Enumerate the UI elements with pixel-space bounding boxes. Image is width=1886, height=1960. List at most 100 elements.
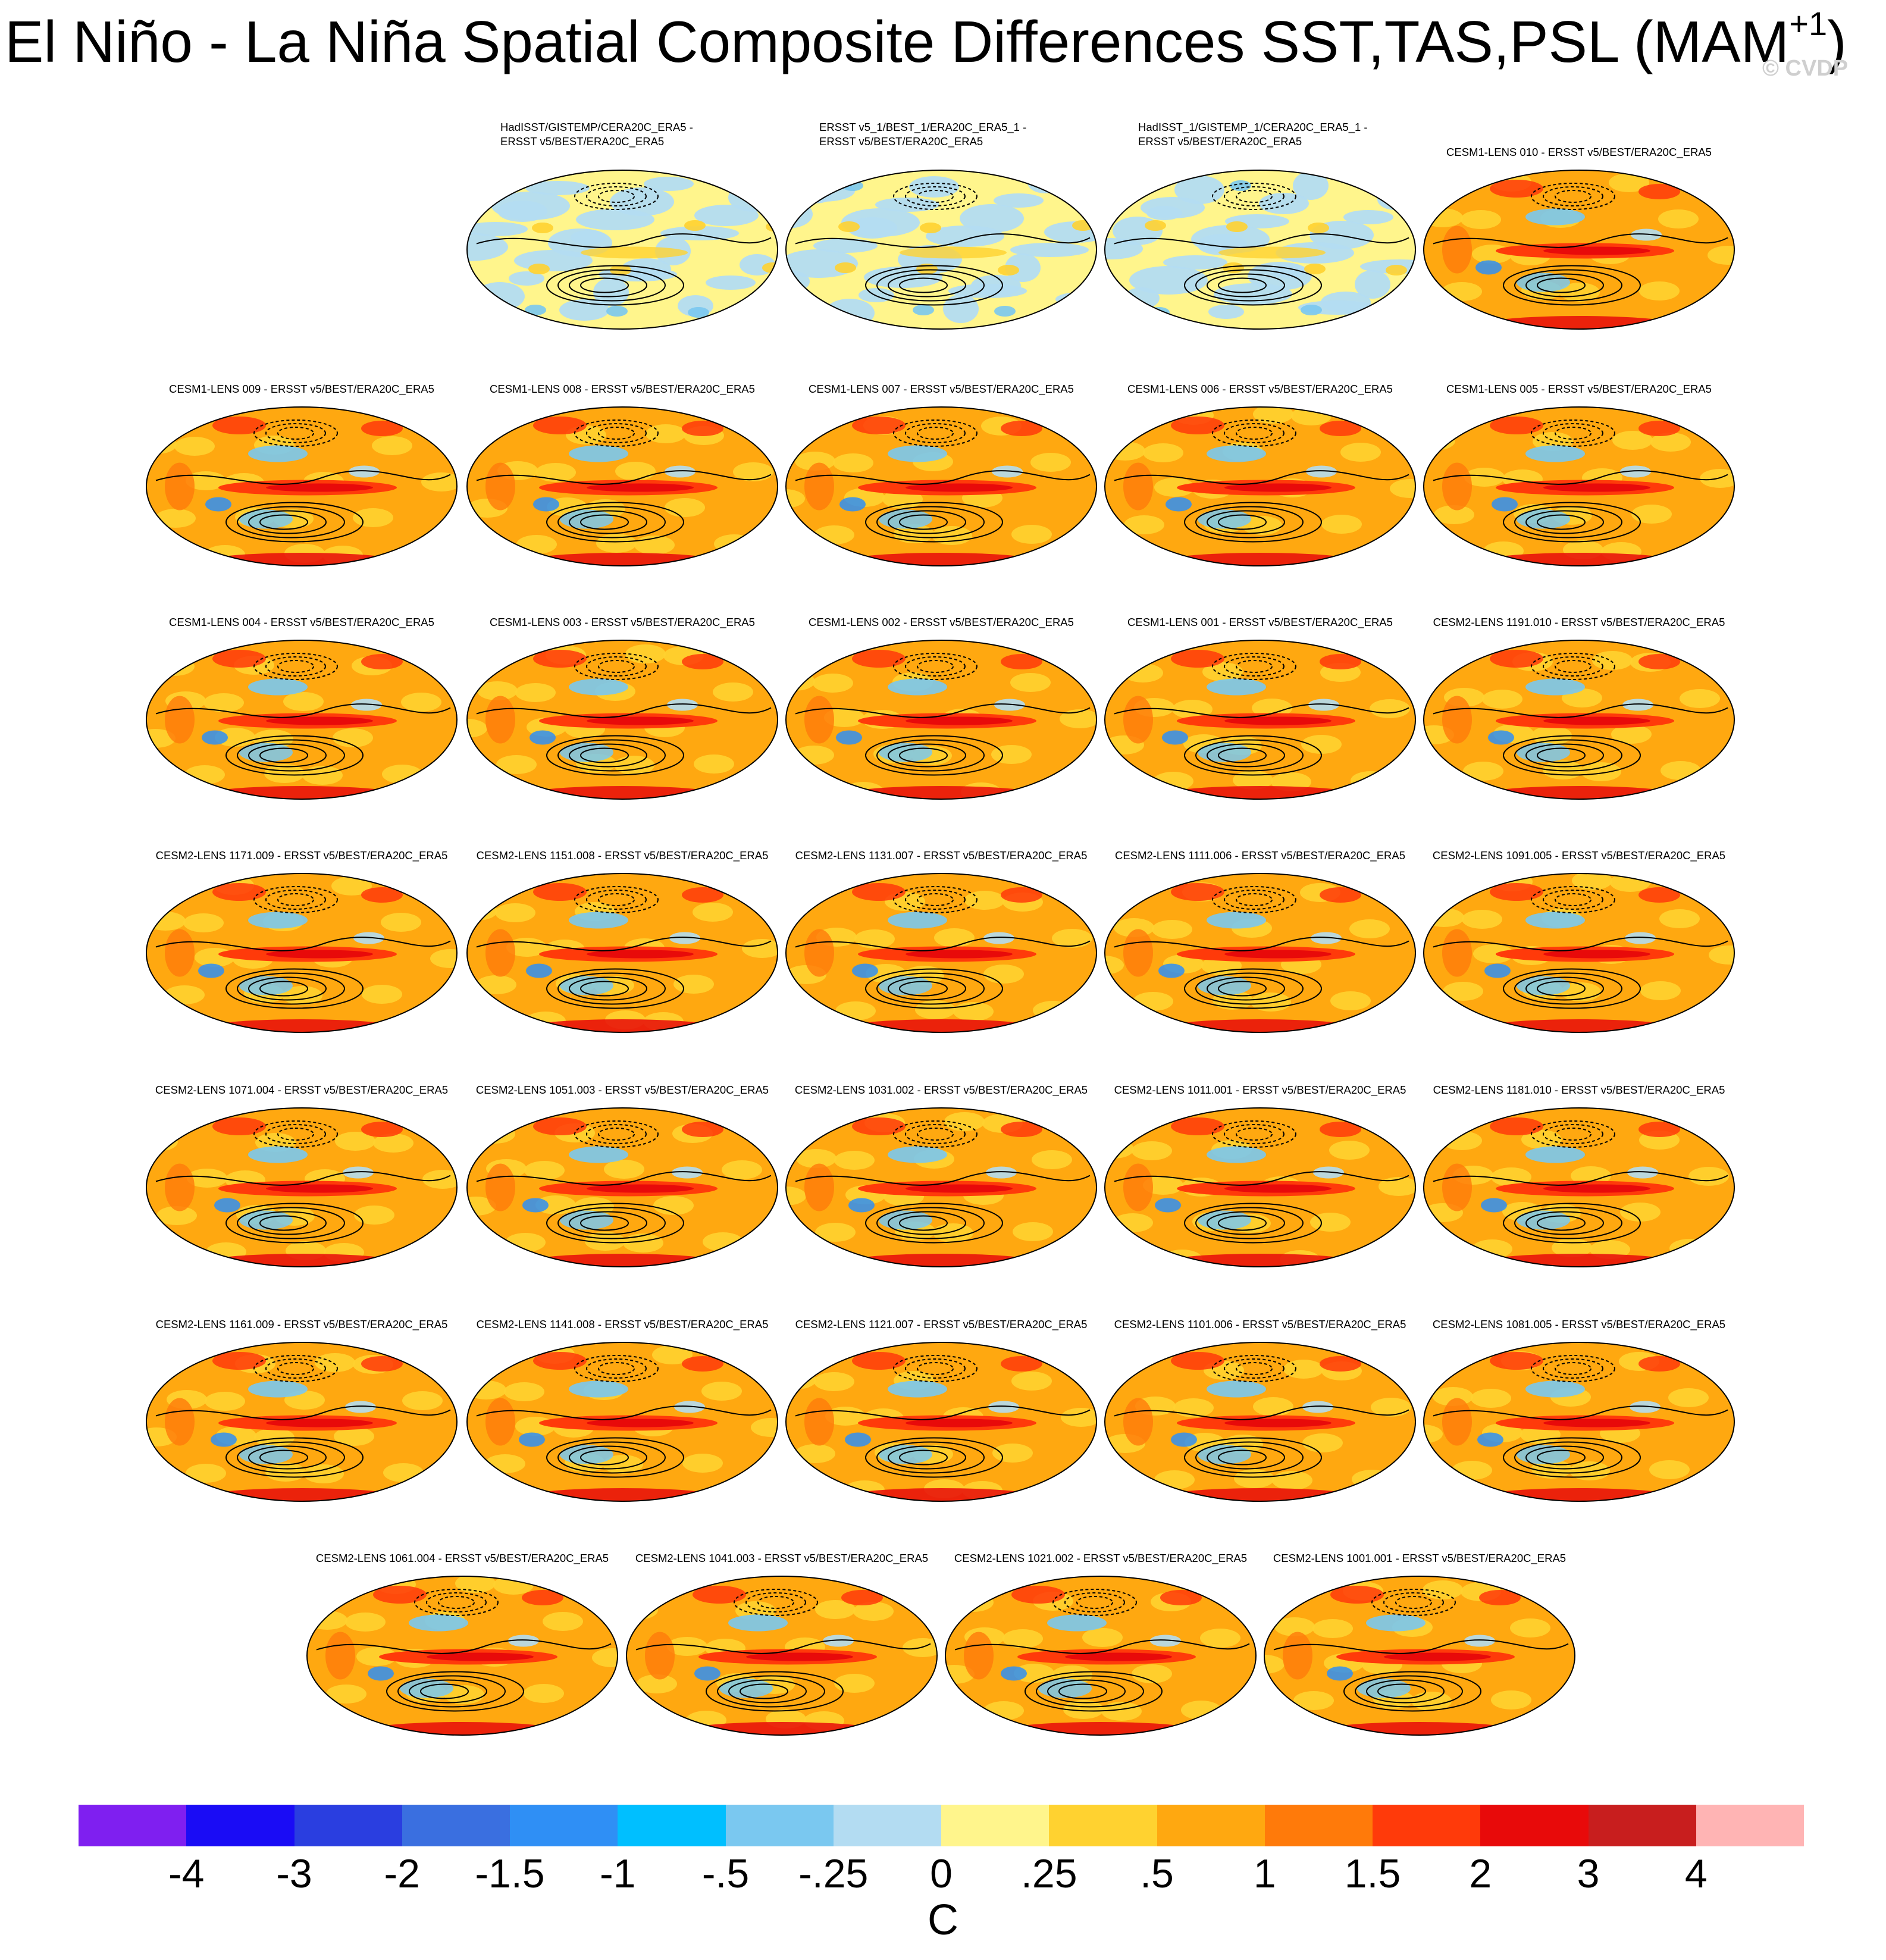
robinson-map — [1104, 640, 1416, 800]
map-panel: CESM2-LENS 1191.010 - ERSST v5/BEST/ERA2… — [1421, 602, 1737, 804]
colorbar-swatch — [1480, 1805, 1589, 1846]
panel-title: CESM1-LENS 008 - ERSST v5/BEST/ERA20C_ER… — [490, 383, 755, 395]
panel-title: CESM2-LENS 1141.008 - ERSST v5/BEST/ERA2… — [476, 1318, 769, 1330]
robinson-map — [1104, 170, 1416, 330]
map-panel: CESM1-LENS 006 - ERSST v5/BEST/ERA20C_ER… — [1102, 369, 1418, 571]
map-panel: CESM1-LENS 008 - ERSST v5/BEST/ERA20C_ER… — [465, 369, 780, 571]
panel-title: HadISST/GISTEMP/CERA20C_ERA5 - ERSST v5/… — [500, 121, 693, 148]
colorbar-tick-label: 1 — [1253, 1851, 1276, 1896]
colorbar-swatch — [294, 1805, 402, 1846]
colorbar-swatch — [1588, 1805, 1696, 1846]
colorbar-swatch — [510, 1805, 618, 1846]
map-panel: CESM2-LENS 1181.010 - ERSST v5/BEST/ERA2… — [1421, 1070, 1737, 1272]
panel-title: CESM2-LENS 1011.001 - ERSST v5/BEST/ERA2… — [1114, 1084, 1406, 1096]
colorbar-tick-label: 1.5 — [1344, 1851, 1401, 1896]
panel-title: CESM2-LENS 1101.006 - ERSST v5/BEST/ERA2… — [1114, 1318, 1406, 1330]
robinson-map — [1423, 170, 1735, 330]
robinson-map — [146, 1342, 458, 1502]
colorbar-swatch — [833, 1805, 941, 1846]
panel-title: HadISST_1/GISTEMP_1/CERA20C_ERA5_1 - ERS… — [1138, 121, 1368, 148]
colorbar-tick-label: -.25 — [798, 1851, 869, 1896]
colorbar-tick-label: -1 — [600, 1851, 636, 1896]
colorbar-swatch — [941, 1805, 1049, 1846]
panel-title: CESM1-LENS 001 - ERSST v5/BEST/ERA20C_ER… — [1127, 616, 1393, 628]
colorbar-tick-label: -2 — [384, 1851, 420, 1896]
robinson-map — [1423, 1107, 1735, 1267]
map-panel: CESM1-LENS 002 - ERSST v5/BEST/ERA20C_ER… — [784, 602, 1099, 804]
map-panel: ERSST v5_1/BEST_1/ERA20C_ERA5_1 - ERSST … — [784, 121, 1099, 334]
colorbar-tick-label: -1.5 — [475, 1851, 545, 1896]
robinson-map — [306, 1576, 618, 1736]
map-panel: CESM2-LENS 1031.002 - ERSST v5/BEST/ERA2… — [784, 1070, 1099, 1272]
map-panel: CESM1-LENS 004 - ERSST v5/BEST/ERA20C_ER… — [144, 602, 459, 804]
robinson-map — [146, 640, 458, 800]
colorbar-tick-label: -3 — [276, 1851, 312, 1896]
map-panel: CESM1-LENS 003 - ERSST v5/BEST/ERA20C_ER… — [465, 602, 780, 804]
map-panel: CESM2-LENS 1171.009 - ERSST v5/BEST/ERA2… — [144, 835, 459, 1037]
robinson-map — [785, 406, 1097, 566]
colorbar-tick-label: 3 — [1577, 1851, 1600, 1896]
panel-title: CESM2-LENS 1121.007 - ERSST v5/BEST/ERA2… — [795, 1318, 1088, 1330]
robinson-map — [466, 640, 778, 800]
panel-title: CESM2-LENS 1091.005 - ERSST v5/BEST/ERA2… — [1432, 849, 1726, 862]
map-panel: HadISST_1/GISTEMP_1/CERA20C_ERA5_1 - ERS… — [1102, 121, 1418, 334]
colorbar-swatch — [1264, 1805, 1373, 1846]
panel-title: CESM1-LENS 007 - ERSST v5/BEST/ERA20C_ER… — [809, 383, 1074, 395]
map-panel: CESM2-LENS 1101.006 - ERSST v5/BEST/ERA2… — [1102, 1304, 1418, 1506]
colorbar-tick-label: 4 — [1684, 1851, 1708, 1896]
map-panel: CESM2-LENS 1011.001 - ERSST v5/BEST/ERA2… — [1102, 1070, 1418, 1272]
cvdp-watermark: © CVDP — [1762, 56, 1849, 81]
panel-title: CESM2-LENS 1151.008 - ERSST v5/BEST/ERA2… — [476, 849, 769, 862]
robinson-map — [1423, 406, 1735, 566]
map-panel: CESM2-LENS 1071.004 - ERSST v5/BEST/ERA2… — [144, 1070, 459, 1272]
robinson-map — [146, 873, 458, 1033]
robinson-map — [785, 1107, 1097, 1267]
robinson-map — [1423, 873, 1735, 1033]
figure-title: El Niño - La Niña Spatial Composite Diff… — [5, 5, 1847, 74]
robinson-map — [626, 1576, 938, 1736]
robinson-map — [146, 406, 458, 566]
panel-title: CESM2-LENS 1161.009 - ERSST v5/BEST/ERA2… — [155, 1318, 448, 1330]
colorbar-tick-label: 2 — [1469, 1851, 1492, 1896]
panel-title: CESM1-LENS 003 - ERSST v5/BEST/ERA20C_ER… — [490, 616, 755, 628]
robinson-map — [146, 1107, 458, 1267]
colorbar-swatch — [1049, 1805, 1157, 1846]
map-panel: CESM2-LENS 1141.008 - ERSST v5/BEST/ERA2… — [465, 1304, 780, 1506]
colorbar-swatch — [618, 1805, 726, 1846]
panel-title: CESM2-LENS 1061.004 - ERSST v5/BEST/ERA2… — [315, 1552, 609, 1564]
map-panel: CESM2-LENS 1111.006 - ERSST v5/BEST/ERA2… — [1102, 835, 1418, 1037]
panel-title: ERSST v5_1/BEST_1/ERA20C_ERA5_1 - ERSST … — [819, 121, 1027, 148]
panel-title: CESM2-LENS 1031.002 - ERSST v5/BEST/ERA2… — [794, 1084, 1088, 1096]
panel-title: CESM1-LENS 006 - ERSST v5/BEST/ERA20C_ER… — [1127, 383, 1393, 395]
robinson-map — [1264, 1576, 1575, 1736]
robinson-map — [785, 640, 1097, 800]
robinson-map — [785, 1342, 1097, 1502]
colorbar-tick-label: 0 — [930, 1851, 953, 1896]
panel-title: CESM2-LENS 1021.002 - ERSST v5/BEST/ERA2… — [954, 1552, 1248, 1564]
map-panel: CESM1-LENS 001 - ERSST v5/BEST/ERA20C_ER… — [1102, 602, 1418, 804]
map-panel: CESM1-LENS 010 - ERSST v5/BEST/ERA20C_ER… — [1421, 132, 1737, 334]
panel-title: CESM2-LENS 1131.007 - ERSST v5/BEST/ERA2… — [795, 849, 1088, 862]
robinson-map — [466, 1107, 778, 1267]
panel-title: CESM2-LENS 1171.009 - ERSST v5/BEST/ERA2… — [155, 849, 448, 862]
colorbar-unit: C — [928, 1896, 958, 1944]
robinson-map — [1104, 1107, 1416, 1267]
panel-title: CESM2-LENS 1111.006 - ERSST v5/BEST/ERA2… — [1114, 849, 1406, 862]
colorbar-swatch — [1696, 1805, 1804, 1846]
colorbar — [79, 1805, 1804, 1846]
panel-title: CESM2-LENS 1001.001 - ERSST v5/BEST/ERA2… — [1273, 1552, 1567, 1564]
robinson-map — [1104, 1342, 1416, 1502]
robinson-map — [945, 1576, 1257, 1736]
robinson-map — [1104, 406, 1416, 566]
colorbar-tick-label: -.5 — [701, 1851, 750, 1896]
robinson-map — [1423, 640, 1735, 800]
map-panel: CESM1-LENS 009 - ERSST v5/BEST/ERA20C_ER… — [144, 369, 459, 571]
map-panel: CESM2-LENS 1061.004 - ERSST v5/BEST/ERA2… — [305, 1538, 620, 1740]
map-panel: CESM2-LENS 1041.003 - ERSST v5/BEST/ERA2… — [624, 1538, 939, 1740]
panel-title: CESM1-LENS 002 - ERSST v5/BEST/ERA20C_ER… — [809, 616, 1074, 628]
panel-title: CESM2-LENS 1041.003 - ERSST v5/BEST/ERA2… — [635, 1552, 929, 1564]
panel-title: CESM1-LENS 010 - ERSST v5/BEST/ERA20C_ER… — [1446, 146, 1712, 158]
map-panel: CESM2-LENS 1161.009 - ERSST v5/BEST/ERA2… — [144, 1304, 459, 1506]
map-panel: CESM2-LENS 1081.005 - ERSST v5/BEST/ERA2… — [1421, 1304, 1737, 1506]
robinson-map — [785, 170, 1097, 330]
